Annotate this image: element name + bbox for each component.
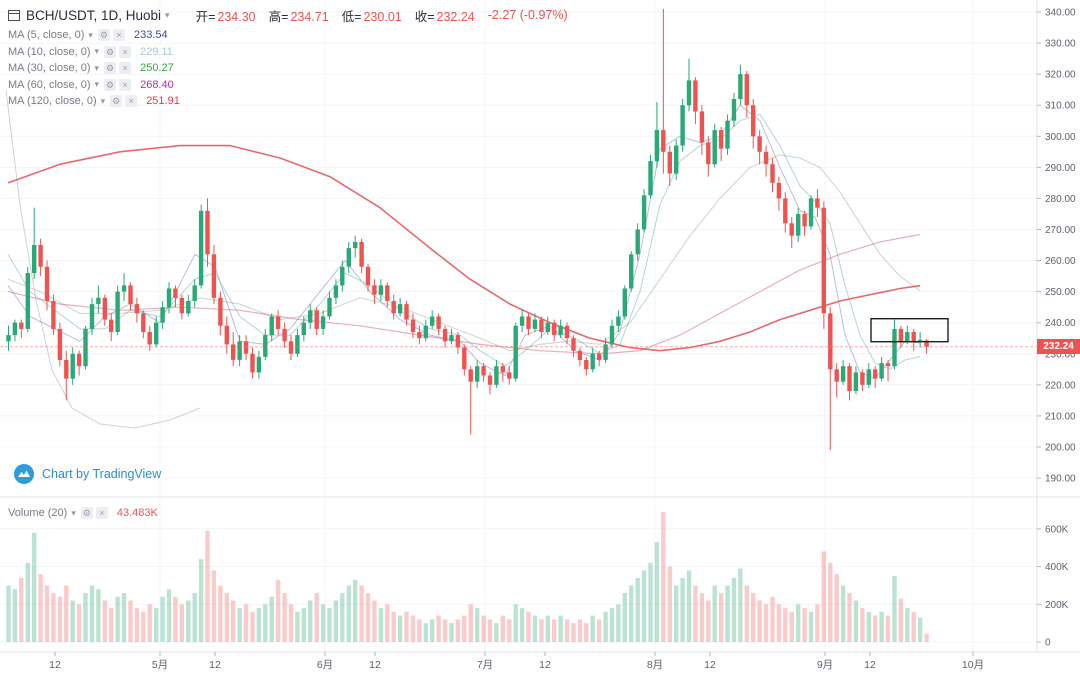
- grid-layer: [0, 0, 1037, 652]
- rectangle-drawing[interactable]: [870, 318, 949, 343]
- ma-value: 268.40: [140, 78, 174, 91]
- svg-text:12: 12: [49, 659, 61, 671]
- svg-text:12: 12: [539, 659, 551, 671]
- svg-text:200K: 200K: [1045, 600, 1069, 611]
- symbol-header: BCH/USDT, 1D, Huobi ▾ 开= 234.30 高= 234.71 低=…: [8, 6, 568, 24]
- chevron-down-icon[interactable]: ▾: [94, 46, 100, 57]
- ma-line-ma120[interactable]: [7, 144, 921, 352]
- svg-text:0: 0: [1045, 638, 1051, 649]
- ohlc-field: 低= 230.01: [341, 9, 402, 24]
- ma-value: 250.27: [140, 62, 174, 75]
- svg-text:270.00: 270.00: [1045, 225, 1076, 236]
- ohlc-values: 开= 234.30 高= 234.71 低= 230.01 收= 232.24: [196, 6, 488, 25]
- indicator-close-icon[interactable]: ×: [125, 95, 138, 108]
- volume-value: 43.483K: [116, 507, 158, 520]
- volume-legend-label: Volume (20): [8, 507, 68, 520]
- svg-text:200.00: 200.00: [1045, 442, 1076, 453]
- ma-line-ma60[interactable]: [7, 233, 921, 355]
- svg-text:5月: 5月: [152, 659, 168, 671]
- indicator-close-icon[interactable]: ×: [119, 78, 132, 91]
- svg-text:7月: 7月: [477, 659, 493, 671]
- volume-legend-row[interactable]: Volume (20) ▾ ⚙ × 43.483K: [8, 505, 158, 522]
- svg-text:400K: 400K: [1045, 562, 1069, 573]
- time-axis-labels[interactable]: 12 5月 12 6月 12 7月 12 8月 12 9月 12 10月: [49, 652, 984, 671]
- svg-text:330.00: 330.00: [1045, 39, 1076, 50]
- svg-text:600K: 600K: [1045, 524, 1069, 535]
- indicator-legend: MA (5, close, 0) ▾ ⚙ × 233.54 MA (10, close, …: [8, 27, 180, 110]
- svg-text:300.00: 300.00: [1045, 132, 1076, 143]
- ma-line-ma5[interactable]: [7, 104, 921, 380]
- ma-lines-layer: [5, 89, 921, 429]
- ma-legend-row[interactable]: MA (30, close, 0) ▾ ⚙ × 250.27: [8, 60, 180, 77]
- overlay-layer: [0, 0, 1080, 653]
- svg-text:220.00: 220.00: [1045, 380, 1076, 391]
- ma-value: 229.11: [140, 45, 173, 58]
- ma-legend-row[interactable]: MA (5, close, 0) ▾ ⚙ × 233.54: [8, 27, 180, 44]
- ma-label: MA (5, close, 0): [8, 29, 85, 42]
- svg-text:320.00: 320.00: [1045, 70, 1076, 81]
- tradingview-watermark[interactable]: Chart by TradingView: [14, 464, 161, 484]
- indicator-settings-icon[interactable]: ⚙: [104, 62, 117, 75]
- watermark-text: Chart by TradingView: [42, 467, 162, 481]
- svg-text:6月: 6月: [317, 659, 333, 671]
- svg-text:310.00: 310.00: [1045, 101, 1076, 112]
- price-axis-labels[interactable]: 340.00 330.00 320.00 310.00 300.00 290.00 280.…: [1037, 8, 1076, 649]
- svg-text:260.00: 260.00: [1045, 256, 1076, 267]
- last-price-badge: 232.24: [1037, 339, 1080, 354]
- indicator-close-icon[interactable]: ×: [119, 62, 132, 75]
- ohlc-info-icon[interactable]: [8, 9, 20, 21]
- ma-label: MA (60, close, 0): [8, 78, 91, 91]
- svg-text:250.00: 250.00: [1045, 287, 1076, 298]
- ohlc-field: 收= 232.24: [414, 9, 475, 24]
- chevron-down-icon[interactable]: ▾: [94, 79, 100, 90]
- svg-text:8月: 8月: [647, 659, 663, 671]
- svg-text:10月: 10月: [962, 659, 984, 671]
- svg-text:280.00: 280.00: [1045, 194, 1076, 205]
- svg-text:12: 12: [209, 659, 221, 671]
- change-text: -2.27 (-0.97%): [487, 8, 568, 22]
- svg-text:210.00: 210.00: [1045, 411, 1076, 422]
- tradingview-logo-icon: [14, 464, 34, 484]
- ma-legend-row[interactable]: MA (10, close, 0) ▾ ⚙ × 229.11: [8, 44, 180, 61]
- ma-label: MA (30, close, 0): [8, 62, 91, 75]
- chevron-down-icon[interactable]: ▾: [71, 507, 76, 518]
- ma-legend-row[interactable]: MA (60, close, 0) ▾ ⚙ × 268.40: [8, 77, 180, 94]
- svg-text:9月: 9月: [817, 659, 833, 671]
- chevron-down-icon[interactable]: ▾: [165, 9, 170, 20]
- svg-text:190.00: 190.00: [1045, 474, 1076, 485]
- indicator-settings-icon[interactable]: ⚙: [104, 78, 117, 91]
- ma-value: 233.54: [133, 29, 168, 42]
- candles-layer: [6, 8, 929, 451]
- indicator-close-icon[interactable]: ×: [95, 507, 108, 520]
- indicator-close-icon[interactable]: ×: [112, 29, 125, 42]
- volume-legend: Volume (20) ▾ ⚙ × 43.483K: [8, 505, 158, 522]
- volume-layer: [6, 511, 929, 642]
- symbol-title[interactable]: BCH/USDT, 1D, Huobi: [26, 7, 162, 23]
- svg-text:240.00: 240.00: [1045, 318, 1076, 329]
- ma-label: MA (120, close, 0): [8, 95, 97, 108]
- ohlc-field: 开= 234.30: [195, 9, 256, 24]
- svg-text:12: 12: [369, 659, 381, 671]
- indicator-close-icon[interactable]: ×: [119, 45, 132, 58]
- ma-label: MA (10, close, 0): [8, 45, 91, 58]
- indicator-settings-icon[interactable]: ⚙: [80, 507, 93, 520]
- chevron-down-icon[interactable]: ▾: [94, 62, 100, 73]
- svg-text:12: 12: [704, 659, 716, 671]
- ma-value: 251.91: [146, 95, 180, 108]
- svg-text:290.00: 290.00: [1045, 163, 1076, 174]
- chevron-down-icon[interactable]: ▾: [100, 95, 106, 106]
- svg-text:12: 12: [864, 659, 876, 671]
- svg-text:230.00: 230.00: [1045, 349, 1076, 360]
- chevron-down-icon[interactable]: ▾: [88, 29, 93, 40]
- svg-text:340.00: 340.00: [1045, 8, 1076, 19]
- indicator-settings-icon[interactable]: ⚙: [97, 29, 110, 42]
- ma-legend-row[interactable]: MA (120, close, 0) ▾ ⚙ × 251.91: [8, 93, 180, 110]
- indicator-settings-icon[interactable]: ⚙: [104, 45, 117, 58]
- indicator-settings-icon[interactable]: ⚙: [110, 95, 123, 108]
- ohlc-field: 高= 234.71: [268, 9, 329, 24]
